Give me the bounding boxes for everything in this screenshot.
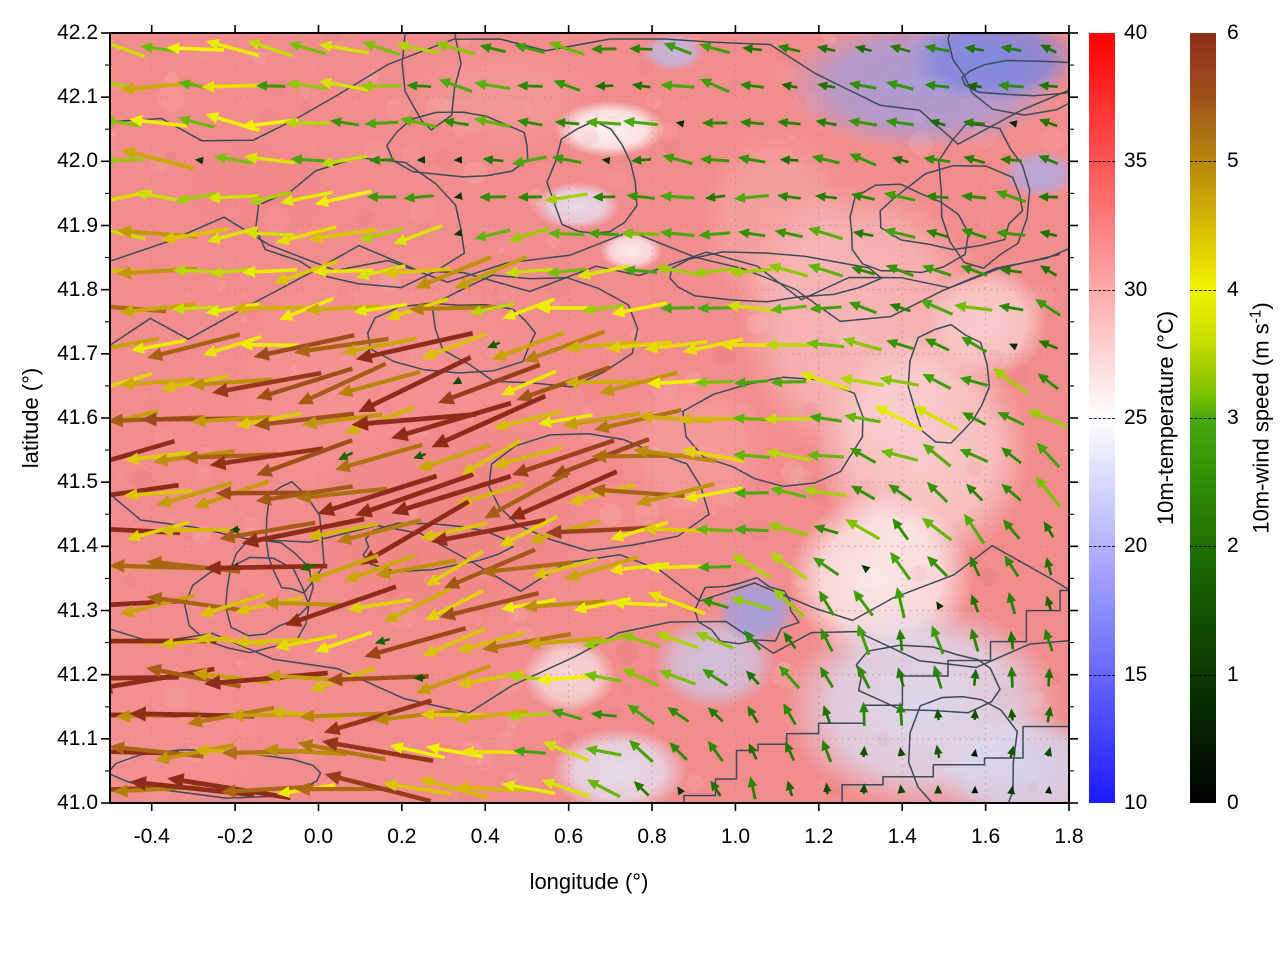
- y-tick-label: 42.0: [57, 149, 98, 173]
- colorbar-tick-label: 30: [1124, 277, 1148, 301]
- y-tick-label: 41.4: [57, 534, 98, 558]
- wind-label-post: ): [1248, 302, 1274, 310]
- wind-arrow-head: [93, 634, 109, 649]
- wind-arrow-head: [89, 195, 103, 207]
- colorbar-tick-label: 35: [1124, 149, 1148, 173]
- x-tick-label: 1.6: [970, 825, 1001, 848]
- y-tick-label: 41.1: [57, 726, 98, 750]
- colorbar-temperature-label: 10m-temperature (°C): [1153, 310, 1178, 526]
- colorbar-tick-dash: [1190, 161, 1216, 163]
- colorbar-tick-dash: [1190, 674, 1216, 676]
- colorbar-tick-label: 5: [1227, 149, 1239, 173]
- colorbar-tick-dash: [1089, 418, 1115, 419]
- y-tick-label: 42.1: [57, 85, 98, 109]
- x-tick-label: 1.2: [804, 825, 834, 848]
- wind-arrow-head: [84, 633, 98, 646]
- y-tick-label: 41.0: [57, 791, 98, 814]
- colorbar-tick-label: 1: [1227, 662, 1239, 686]
- wind-arrow-head: [55, 707, 71, 722]
- colorbar-tick-label: 15: [1124, 662, 1148, 686]
- x-tick-label: 0.2: [387, 825, 417, 848]
- colorbar-tick-dash: [1190, 546, 1216, 548]
- colorbar-tick-label: 2: [1227, 534, 1239, 558]
- colorbar-tick-label: 40: [1124, 21, 1148, 44]
- x-tick-label: 0.0: [303, 825, 334, 848]
- wind-label-pre: 10m-wind speed (m s: [1248, 323, 1274, 534]
- wind-arrow-head: [82, 560, 96, 573]
- x-axis-label: longitude (°): [529, 869, 649, 894]
- x-tick-label: -0.4: [133, 825, 170, 848]
- x-tick-label: 0.8: [637, 825, 667, 848]
- colorbar-tick-label: 4: [1227, 277, 1239, 301]
- y-tick-label: 41.3: [57, 598, 98, 622]
- colorbar-wind-speed: [1190, 33, 1216, 803]
- colorbar-wind-speed-label: 10m-wind speed (m s-1): [1247, 302, 1274, 533]
- x-tick-label: 1.0: [720, 825, 751, 848]
- y-tick-label: 41.7: [57, 341, 98, 365]
- y-tick-label: 41.6: [57, 406, 98, 429]
- colorbar-tick-dash: [1089, 161, 1115, 163]
- y-tick-label: 41.2: [57, 662, 98, 686]
- x-tick-label: -0.2: [216, 825, 254, 848]
- colorbar-tick-dash: [1190, 418, 1216, 419]
- y-tick-label: 42.2: [57, 21, 98, 44]
- wind-arrow-head: [57, 493, 74, 508]
- x-tick-label: 1.4: [887, 825, 917, 848]
- colorbar-tick-label: 0: [1227, 791, 1239, 814]
- colorbar-tick-label: 3: [1227, 406, 1239, 429]
- colorbar-tick-label: 10: [1124, 791, 1148, 814]
- colorbar-tick-dash: [1190, 289, 1216, 291]
- plot-area: [110, 33, 1069, 803]
- colorbar-tick-label: 6: [1227, 21, 1239, 44]
- y-tick-label: 41.9: [57, 213, 98, 237]
- colorbar-tick-label: 25: [1124, 406, 1148, 429]
- colorbar-tick-dash: [1089, 674, 1115, 676]
- colorbar-tick-dash: [1089, 289, 1115, 291]
- temperature-heatmap: [110, 33, 1069, 803]
- colorbar-temperature: [1089, 33, 1115, 803]
- x-tick-label: 1.8: [1054, 825, 1084, 848]
- y-tick-label: 41.8: [57, 277, 98, 301]
- colorbar-tick-label: 20: [1124, 534, 1148, 558]
- y-tick-label: 41.5: [57, 470, 98, 494]
- x-tick-label: 0.6: [554, 825, 584, 848]
- wind-arrow-head: [90, 382, 105, 394]
- wind-arrow-head: [56, 520, 73, 535]
- colorbar-tick-dash: [1089, 546, 1115, 548]
- wind-arrow-head: [86, 264, 100, 277]
- x-tick-label: 0.4: [470, 825, 500, 848]
- y-axis-label: latitude (°): [18, 367, 43, 469]
- wind-label-superscript: -1: [1247, 309, 1265, 324]
